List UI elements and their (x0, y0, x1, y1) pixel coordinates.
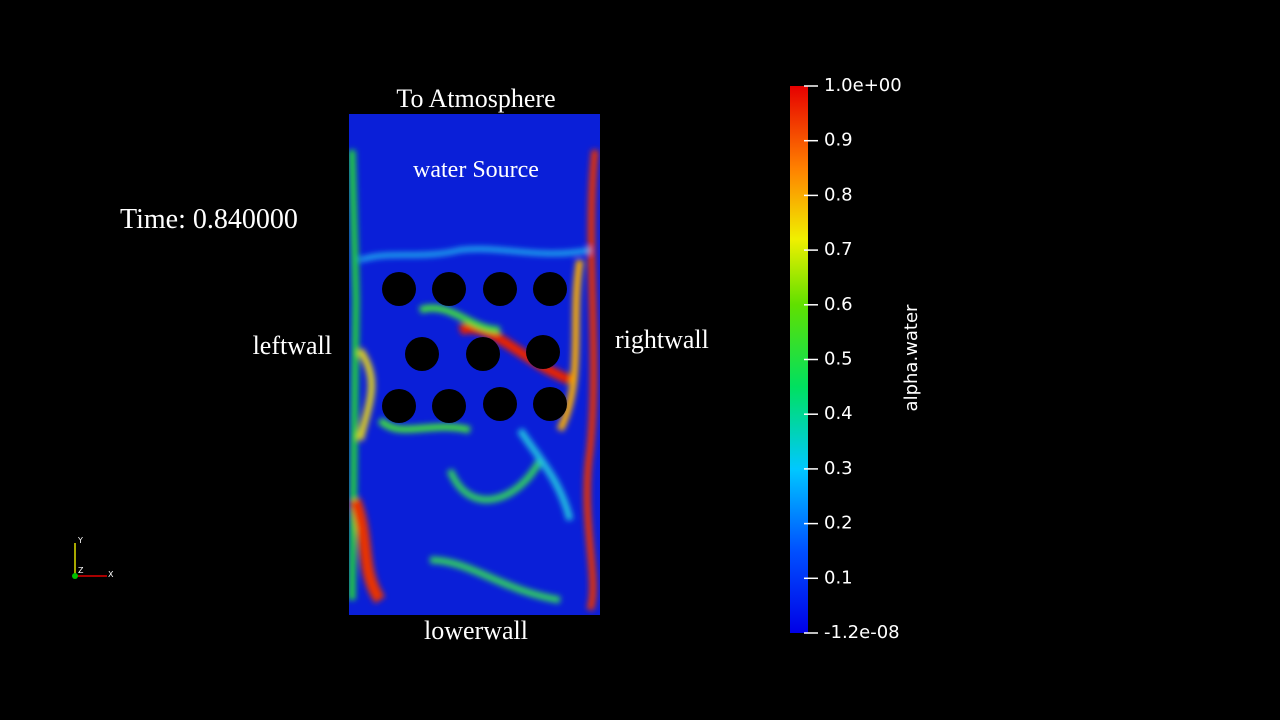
tick-label: 0.5 (824, 349, 853, 370)
bottom-label: lowerwall (424, 616, 528, 645)
axis-label: Y (77, 536, 83, 545)
tick-label: 0.6 (824, 294, 853, 315)
colorbar-ticks: 1.0e+00 0.9 0.8 0.7 0.6 0.5 0.4 0.3 0.2 0.1 -1.2e-… (804, 75, 902, 643)
tick-label: 0.8 (824, 184, 853, 205)
right-label: rightwall (615, 325, 709, 354)
axis-label: X (108, 570, 114, 579)
field (349, 114, 600, 615)
source-label: water Source (413, 157, 539, 183)
tick-label: 0.3 (824, 458, 853, 479)
colorbar (790, 86, 808, 633)
tick-label: 0.7 (824, 239, 853, 260)
tick-label: 0.2 (824, 513, 853, 534)
tick-label: 0.9 (824, 130, 853, 151)
tick-label: -1.2e-08 (824, 622, 900, 643)
left-label: leftwall (253, 331, 332, 360)
axes-triad: Y Z X (72, 536, 114, 579)
colorbar-title: alpha.water (901, 304, 922, 412)
axis-label: Z (78, 566, 84, 575)
tick-label: 0.4 (824, 403, 853, 424)
tick-label: 0.1 (824, 567, 853, 588)
tick-label: 1.0e+00 (824, 75, 902, 96)
top-label: To Atmosphere (396, 84, 555, 113)
time-label: Time: 0.840000 (120, 204, 298, 235)
